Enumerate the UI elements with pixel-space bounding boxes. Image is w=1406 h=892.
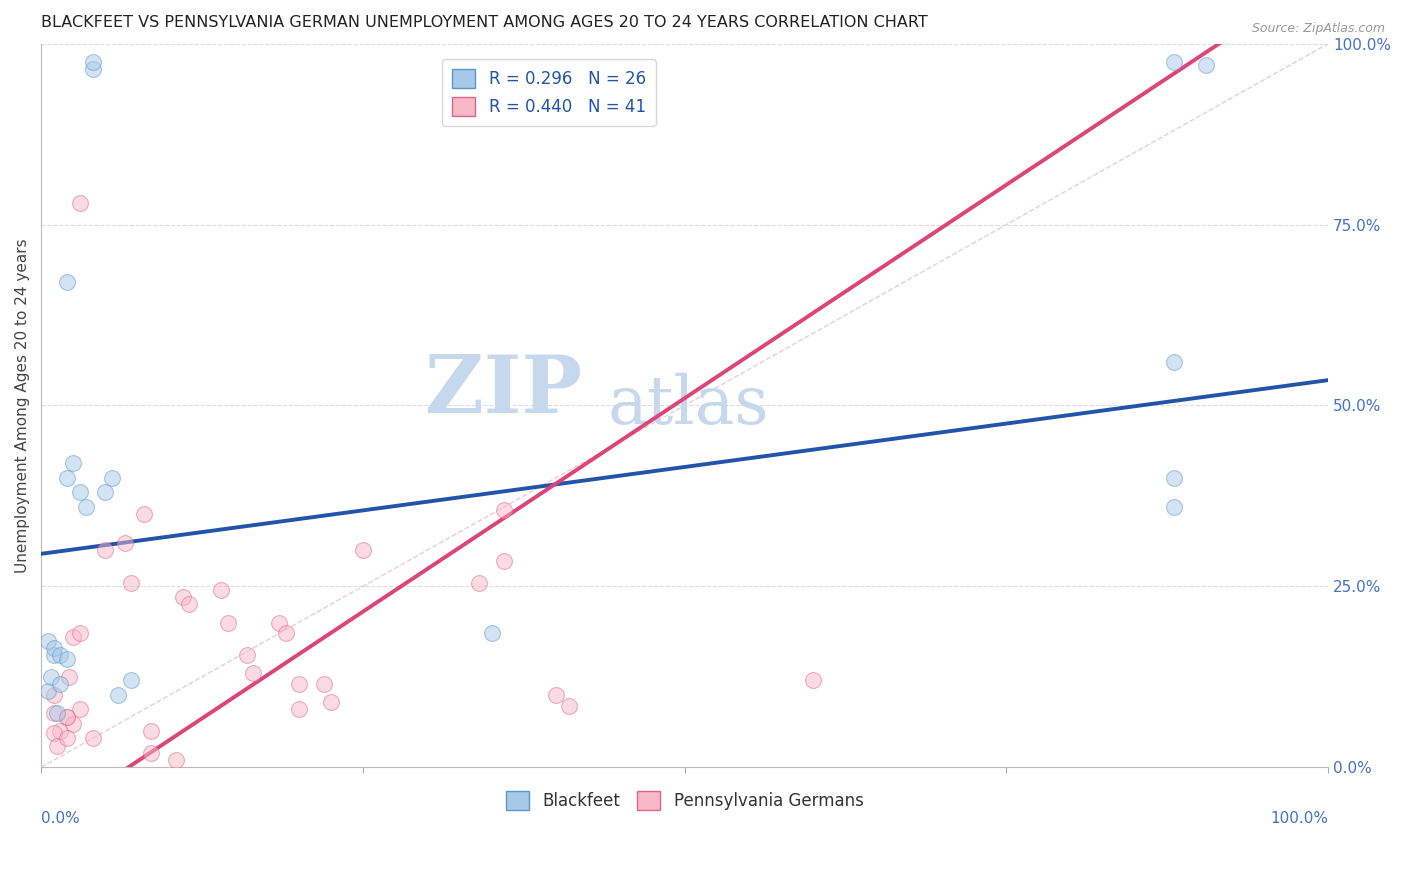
Point xyxy=(1163,355,1185,369)
Point xyxy=(209,582,232,597)
Point xyxy=(62,456,84,470)
Point xyxy=(314,677,336,691)
Point xyxy=(467,575,489,590)
Point xyxy=(274,626,297,640)
Text: Source: ZipAtlas.com: Source: ZipAtlas.com xyxy=(1251,22,1385,36)
Point xyxy=(139,746,162,760)
Point xyxy=(94,543,117,558)
Point xyxy=(69,702,91,716)
Point xyxy=(56,651,79,665)
Point xyxy=(37,684,59,698)
Point xyxy=(69,485,91,500)
Point xyxy=(1163,54,1185,69)
Point xyxy=(179,598,201,612)
Point xyxy=(172,591,194,605)
Point xyxy=(42,706,65,720)
Point xyxy=(319,695,342,709)
Point xyxy=(544,688,567,702)
Point xyxy=(45,706,67,720)
Point xyxy=(139,724,162,739)
Point xyxy=(49,724,72,739)
Point xyxy=(801,673,824,688)
Point xyxy=(132,507,155,521)
Point xyxy=(352,543,374,558)
Point xyxy=(62,716,84,731)
Point xyxy=(287,702,309,716)
Legend: Blackfeet, Pennsylvania Germans: Blackfeet, Pennsylvania Germans xyxy=(499,784,870,817)
Point xyxy=(69,626,91,640)
Point xyxy=(120,575,142,590)
Point xyxy=(58,670,80,684)
Point xyxy=(287,677,309,691)
Point xyxy=(94,485,117,500)
Text: BLACKFEET VS PENNSYLVANIA GERMAN UNEMPLOYMENT AMONG AGES 20 TO 24 YEARS CORRELAT: BLACKFEET VS PENNSYLVANIA GERMAN UNEMPLO… xyxy=(41,15,928,30)
Point xyxy=(56,276,79,290)
Point xyxy=(101,471,124,485)
Text: atlas: atlas xyxy=(607,373,769,438)
Point xyxy=(49,648,72,662)
Point xyxy=(1163,500,1185,514)
Point xyxy=(107,688,129,702)
Point xyxy=(269,615,291,630)
Point xyxy=(56,731,79,746)
Point xyxy=(42,725,65,739)
Point xyxy=(481,626,503,640)
Point xyxy=(120,673,142,688)
Point xyxy=(236,648,259,662)
Point xyxy=(56,709,79,723)
Y-axis label: Unemployment Among Ages 20 to 24 years: Unemployment Among Ages 20 to 24 years xyxy=(15,238,30,573)
Point xyxy=(42,648,65,662)
Text: 0.0%: 0.0% xyxy=(41,811,80,826)
Point xyxy=(42,640,65,655)
Point xyxy=(45,739,67,753)
Point xyxy=(82,62,104,76)
Point xyxy=(56,471,79,485)
Point xyxy=(494,503,516,517)
Point xyxy=(558,698,581,713)
Point xyxy=(62,630,84,644)
Point xyxy=(82,731,104,746)
Point xyxy=(42,688,65,702)
Point xyxy=(49,677,72,691)
Point xyxy=(1195,58,1218,72)
Point xyxy=(37,633,59,648)
Point xyxy=(114,536,136,550)
Point xyxy=(1163,471,1185,485)
Point xyxy=(217,615,239,630)
Point xyxy=(165,753,187,767)
Point xyxy=(82,54,104,69)
Point xyxy=(69,195,91,210)
Point xyxy=(56,709,79,723)
Point xyxy=(242,666,264,681)
Point xyxy=(75,500,97,514)
Point xyxy=(41,670,63,684)
Text: ZIP: ZIP xyxy=(425,352,582,430)
Text: 100.0%: 100.0% xyxy=(1270,811,1329,826)
Point xyxy=(494,554,516,568)
